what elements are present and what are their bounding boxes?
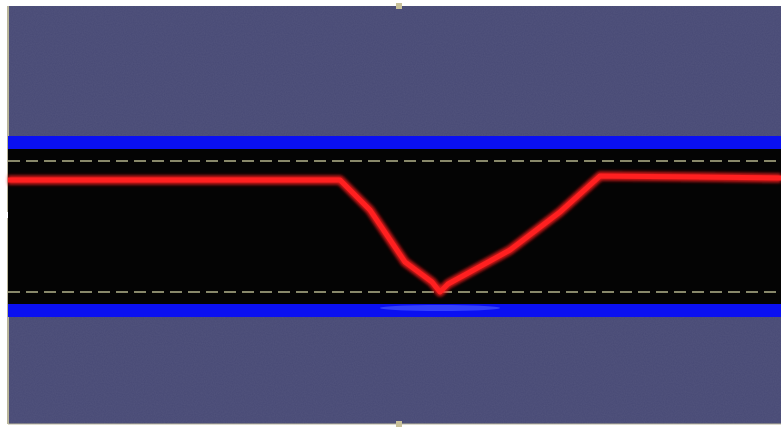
upper-boundary bbox=[8, 136, 781, 149]
highlight bbox=[380, 305, 500, 311]
lower-boundary bbox=[8, 304, 781, 317]
handle-bottom bbox=[396, 421, 402, 427]
handle-top bbox=[396, 3, 402, 9]
page bbox=[0, 0, 781, 430]
image-view bbox=[0, 0, 781, 430]
